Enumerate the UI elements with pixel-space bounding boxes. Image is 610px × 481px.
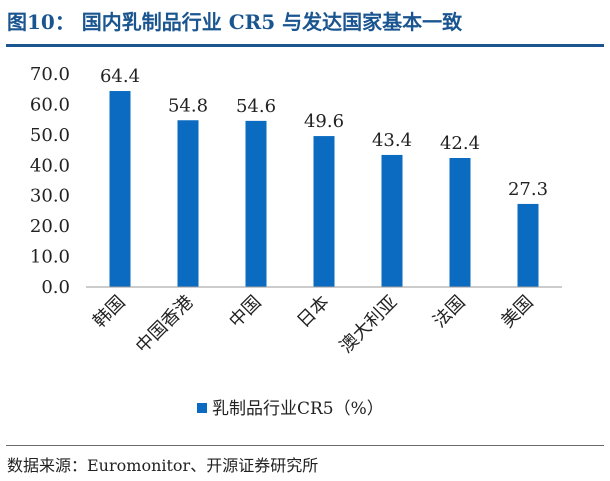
x-tick-label: 韩国 [89, 292, 129, 332]
legend-label: 乳制品行业CR5（%） [212, 399, 384, 419]
data-label: 27.3 [508, 179, 548, 200]
data-label: 49.6 [304, 111, 344, 132]
y-tick-label: 50.0 [30, 125, 70, 146]
y-tick-label: 40.0 [30, 155, 70, 176]
legend-swatch [197, 403, 207, 413]
data-label: 64.4 [100, 66, 140, 87]
bars [109, 91, 539, 287]
bar [381, 154, 403, 287]
bar [449, 157, 471, 287]
bar [245, 120, 267, 287]
y-axis: 0.0 10.0 20.0 30.0 40.0 50.0 60.0 70.0 [30, 64, 70, 298]
x-tick-label: 中国 [225, 292, 265, 332]
x-tick-label: 日本 [293, 292, 333, 332]
y-tick-label: 60.0 [30, 94, 70, 115]
x-tick-label: 澳大利亚 [336, 292, 402, 358]
x-tick-label: 法国 [429, 292, 469, 332]
chart-title: 图10： 国内乳制品行业 CR5 与发达国家基本一致 [7, 10, 463, 34]
legend: 乳制品行业CR5（%） [197, 399, 384, 419]
y-tick-label: 0.0 [41, 277, 70, 298]
bar [109, 91, 131, 287]
bar [313, 136, 335, 287]
x-tick-label: 中国香港 [132, 292, 198, 358]
footer-rule [6, 445, 604, 446]
y-tick-label: 10.0 [30, 247, 70, 268]
title-rule [6, 44, 604, 47]
data-label: 43.4 [372, 130, 412, 151]
data-label: 54.6 [236, 96, 276, 117]
x-axis: 韩国 中国香港 中国 日本 澳大利亚 法国 美国 [89, 292, 537, 358]
bar-chart: 0.0 10.0 20.0 30.0 40.0 50.0 60.0 70.0 64.4 54.8… [30, 64, 562, 419]
x-tick-label: 美国 [497, 292, 537, 332]
y-tick-label: 20.0 [30, 216, 70, 237]
y-tick-label: 30.0 [30, 186, 70, 207]
y-tick-label: 70.0 [30, 64, 70, 85]
bar [517, 203, 539, 287]
data-label: 54.8 [168, 95, 208, 116]
source-note: 数据来源：Euromonitor、开源证券研究所 [7, 456, 319, 475]
data-label: 42.4 [440, 133, 480, 154]
data-labels: 64.4 54.8 54.6 49.6 43.4 42.4 27.3 [100, 66, 548, 200]
bar [177, 120, 199, 287]
